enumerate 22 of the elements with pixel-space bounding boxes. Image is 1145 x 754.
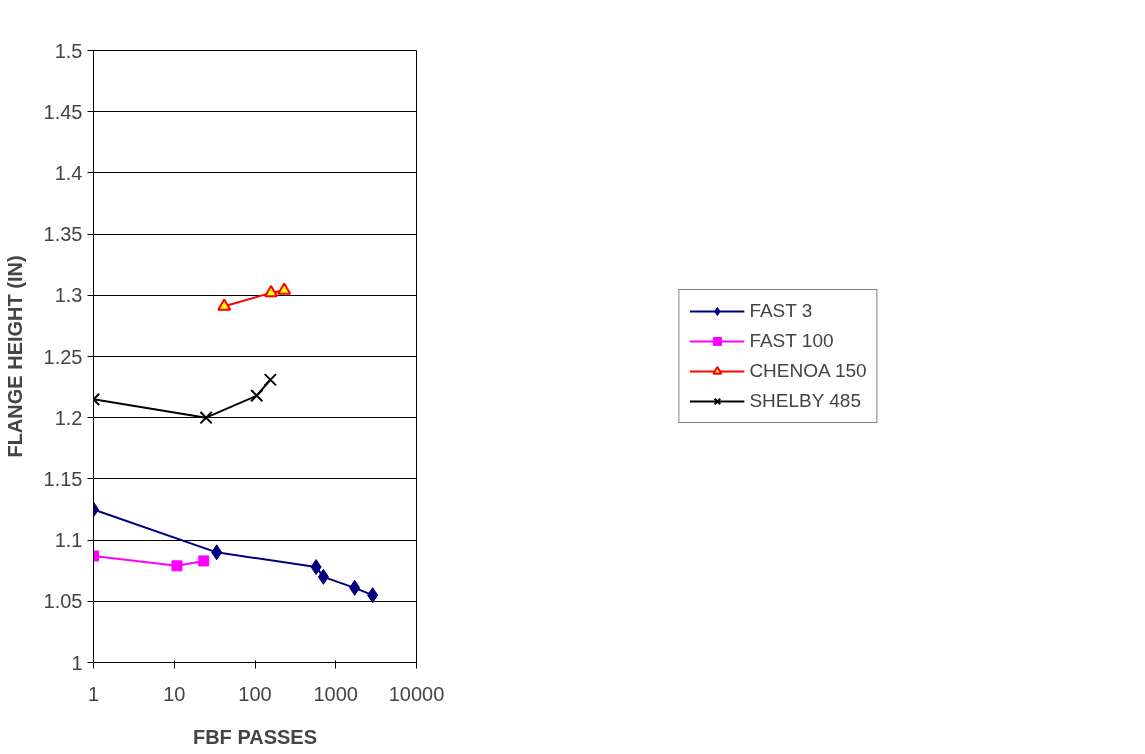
legend-label: CHENOA 150 xyxy=(749,360,867,382)
y-tick-label: 1.35 xyxy=(43,223,83,246)
x-tick-label: 10 xyxy=(163,682,186,705)
x-axis-title: FBF PASSES xyxy=(192,725,318,748)
x-tick-label: 10000 xyxy=(388,682,445,705)
y-tick-label: 1 xyxy=(71,651,83,674)
x-tick-label: 100 xyxy=(238,682,272,705)
x-tick-label: 1000 xyxy=(313,682,358,705)
y-tick-label: 1.4 xyxy=(54,161,83,184)
y-tick-label: 1.45 xyxy=(43,100,83,123)
legend-label: FAST 3 xyxy=(749,300,813,322)
y-tick-label: 1.25 xyxy=(43,345,83,368)
y-tick-label: 1.2 xyxy=(54,406,83,429)
y-tick-label: 1.15 xyxy=(43,467,83,490)
y-tick-label: 1.1 xyxy=(54,529,83,552)
legend-label: SHELBY 485 xyxy=(749,390,862,412)
y-tick-label: 1.5 xyxy=(54,39,83,62)
x-tick-label: 1 xyxy=(87,682,100,705)
y-axis-title: FLANGE HEIGHT (IN) xyxy=(3,255,26,458)
y-tick-label: 1.3 xyxy=(54,284,83,307)
y-tick-label: 1.05 xyxy=(43,590,83,613)
legend-label: FAST 100 xyxy=(749,330,834,352)
